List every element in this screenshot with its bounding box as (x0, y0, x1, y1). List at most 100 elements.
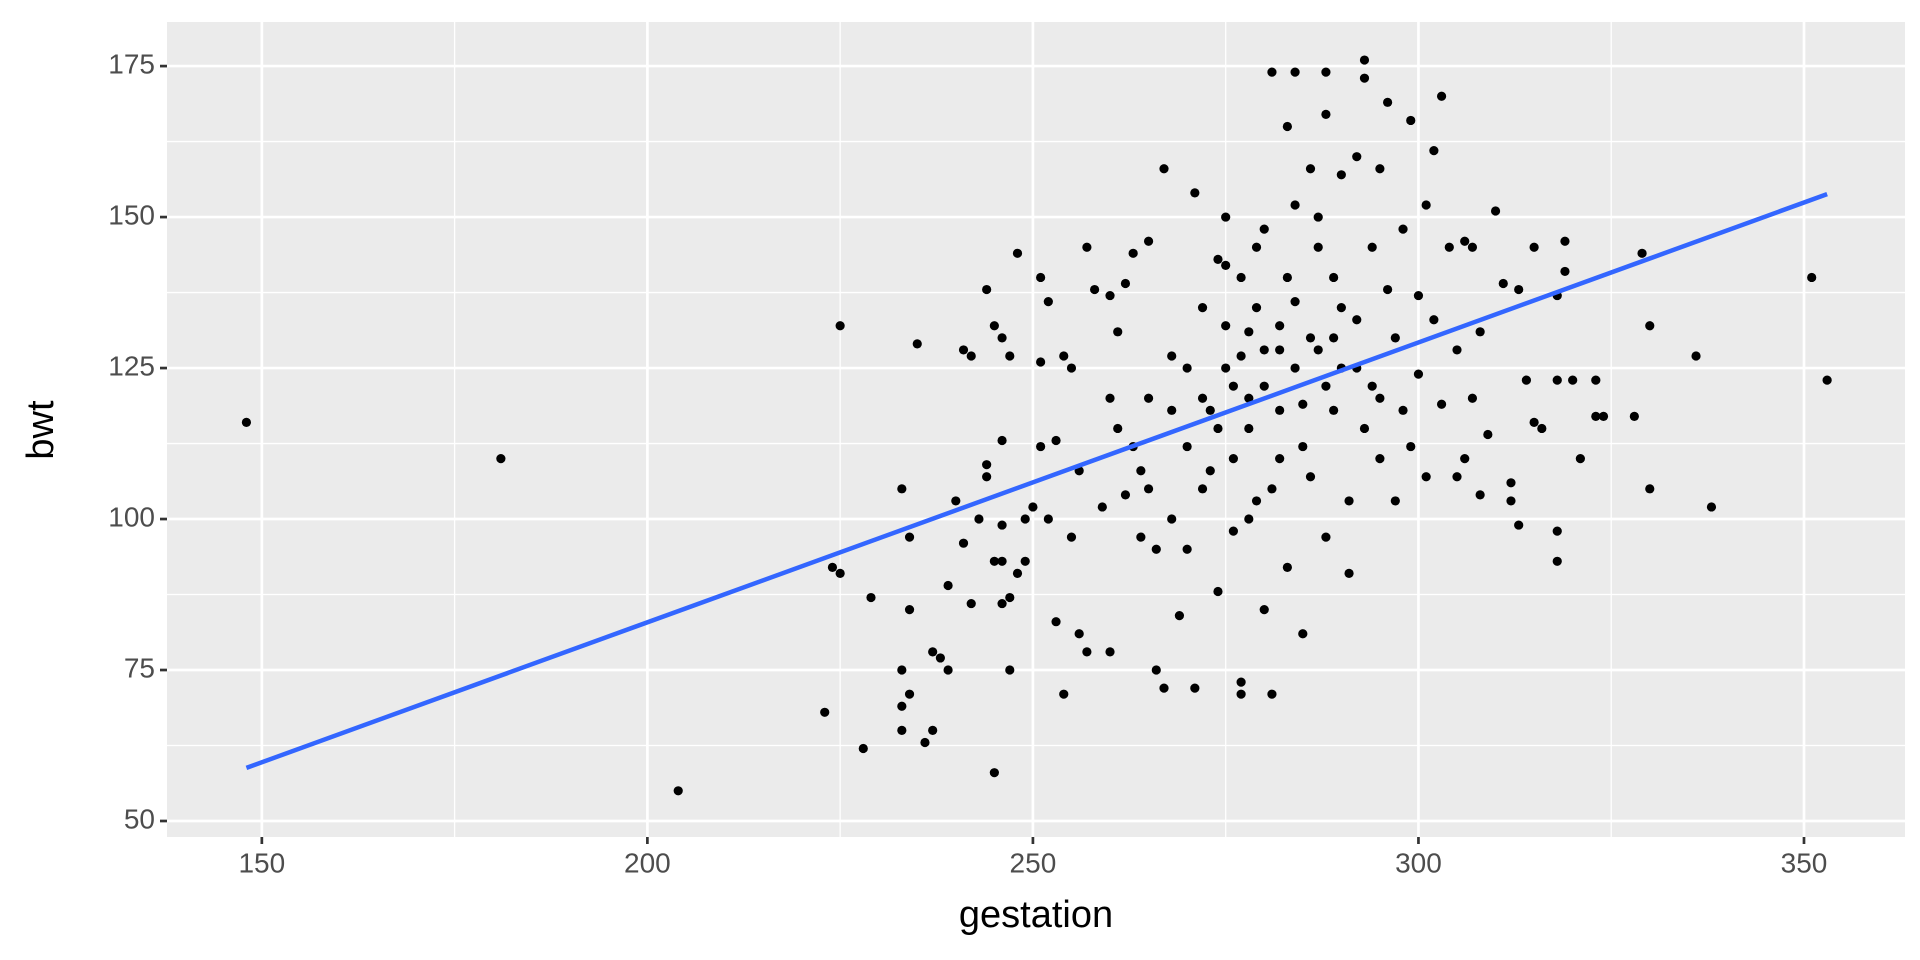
point (997, 556, 1007, 566)
point (1267, 67, 1277, 77)
point (1066, 532, 1077, 542)
point (1483, 429, 1493, 440)
point (866, 592, 876, 603)
point (1113, 423, 1123, 434)
point (241, 417, 252, 428)
point (1290, 297, 1300, 307)
point (1051, 435, 1061, 446)
point (1506, 496, 1516, 506)
point (1645, 321, 1655, 331)
point (1375, 164, 1385, 174)
point (920, 737, 930, 748)
point (1182, 363, 1192, 373)
y-tick-label: 100 (108, 501, 155, 532)
point (1467, 393, 1478, 403)
y-tick-label: 125 (108, 350, 155, 381)
point (943, 580, 953, 591)
point (858, 743, 868, 754)
point (997, 598, 1007, 609)
point (1221, 363, 1231, 373)
point (1259, 381, 1269, 391)
point (1305, 333, 1316, 343)
point (1444, 242, 1454, 252)
point (1807, 272, 1817, 283)
point (827, 562, 838, 572)
point (1228, 454, 1238, 464)
point (1398, 224, 1408, 234)
point (1552, 556, 1562, 566)
point (1359, 73, 1370, 83)
point (1298, 399, 1308, 409)
point (1344, 496, 1354, 506)
point (1429, 315, 1439, 325)
y-tick-label: 175 (108, 48, 155, 79)
point (1591, 411, 1601, 421)
point (1190, 188, 1200, 198)
point (1475, 490, 1485, 500)
point (1012, 568, 1023, 578)
point (1167, 351, 1177, 361)
panel (167, 22, 1905, 837)
point (1082, 242, 1092, 252)
point (1005, 665, 1015, 675)
point (1352, 152, 1362, 162)
point (1537, 423, 1547, 434)
point (1251, 496, 1262, 506)
point (904, 689, 915, 699)
point (1406, 115, 1416, 126)
point (1706, 502, 1717, 512)
point (1036, 272, 1046, 283)
point (1460, 454, 1470, 464)
point (1167, 514, 1177, 524)
point (1113, 327, 1123, 337)
point (1413, 369, 1424, 379)
point (1629, 411, 1639, 421)
point (496, 454, 506, 464)
point (982, 284, 992, 295)
point (1213, 423, 1223, 434)
point (1313, 212, 1323, 222)
point (1197, 303, 1208, 313)
point (1267, 689, 1277, 699)
point (1066, 363, 1077, 373)
point (1321, 381, 1331, 391)
point (897, 725, 907, 736)
point (1244, 423, 1254, 434)
point (1205, 466, 1215, 476)
point (1645, 484, 1655, 494)
point (904, 532, 915, 542)
point (835, 568, 845, 578)
point (1552, 375, 1562, 385)
point (1174, 611, 1185, 621)
point (1159, 683, 1169, 693)
point (1375, 454, 1385, 464)
y-tick-label: 50 (124, 803, 155, 834)
point (1429, 146, 1439, 156)
point (1105, 647, 1115, 657)
point (1275, 405, 1285, 415)
point (1159, 164, 1169, 174)
point (1313, 242, 1323, 252)
point (1498, 278, 1508, 289)
point (1128, 248, 1138, 258)
point (1359, 55, 1370, 65)
point (1568, 375, 1578, 385)
point (951, 496, 961, 506)
point (1236, 689, 1246, 699)
point (1521, 375, 1532, 385)
point (1413, 290, 1424, 301)
point (1452, 472, 1462, 482)
point (1591, 375, 1601, 385)
point (935, 653, 945, 663)
point (1120, 490, 1131, 500)
point (1059, 689, 1069, 699)
point (1275, 321, 1285, 331)
point (897, 484, 907, 494)
point (1190, 683, 1200, 693)
point (1421, 200, 1431, 210)
point (974, 514, 984, 524)
point (1282, 562, 1292, 572)
point (897, 665, 907, 675)
point (1398, 405, 1408, 415)
